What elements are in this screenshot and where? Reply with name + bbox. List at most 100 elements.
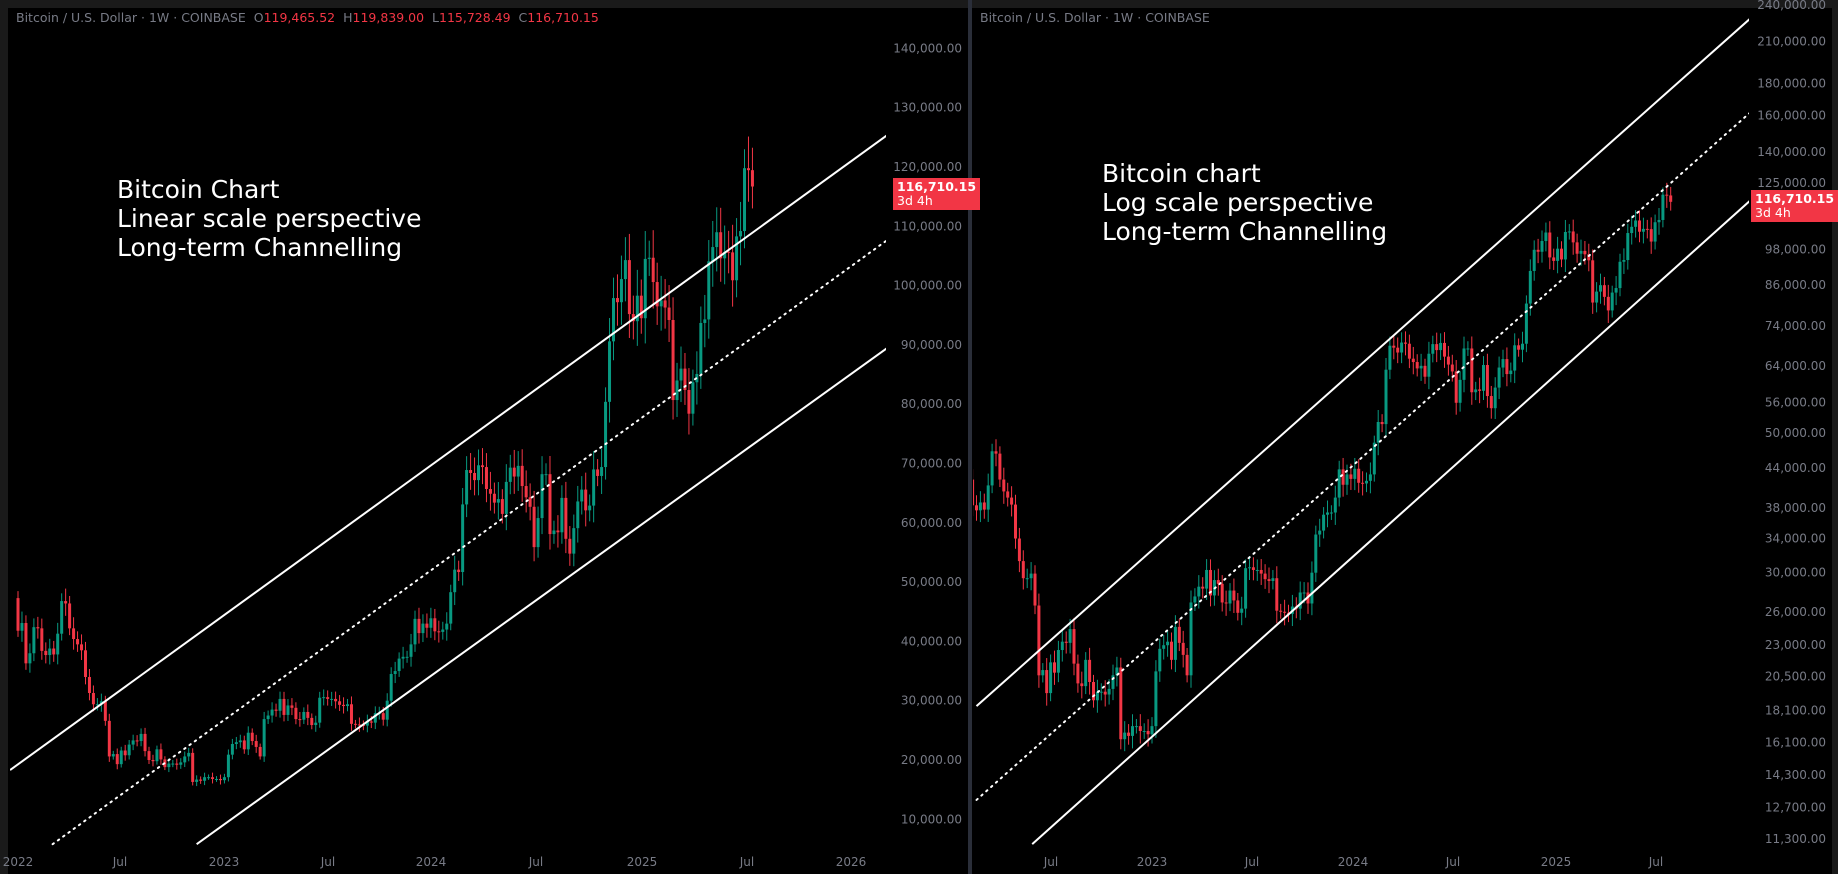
candle xyxy=(524,470,528,513)
candle-body xyxy=(604,401,608,468)
candle-body xyxy=(56,633,60,655)
candle xyxy=(461,487,465,586)
candle xyxy=(453,555,457,606)
left-annotation[interactable]: Bitcoin Chart Linear scale perspective L… xyxy=(117,175,421,262)
candle xyxy=(1466,341,1470,356)
candle xyxy=(322,689,326,706)
x-tick-label: 2025 xyxy=(1541,855,1572,869)
channel-boundary-line[interactable] xyxy=(975,6,1765,707)
candle-body xyxy=(330,698,334,700)
candle xyxy=(28,643,32,673)
candle-body xyxy=(1606,296,1610,311)
candle xyxy=(250,728,254,746)
candle-body xyxy=(1376,422,1380,443)
candle xyxy=(385,693,389,727)
candle-body xyxy=(1517,345,1521,350)
candle xyxy=(1329,505,1333,520)
candle xyxy=(139,728,143,747)
channel-midline[interactable] xyxy=(51,239,888,846)
x-tick-label: 2024 xyxy=(1338,855,1369,869)
candle-body xyxy=(449,592,453,624)
candle xyxy=(1232,578,1236,614)
candle-body xyxy=(1068,629,1072,643)
candle-body xyxy=(87,676,91,693)
candle-body xyxy=(147,751,151,760)
candle xyxy=(330,691,334,706)
candle xyxy=(1606,284,1610,323)
candle-body xyxy=(20,623,24,631)
candle xyxy=(687,368,691,435)
candle xyxy=(1563,219,1567,273)
candle-body xyxy=(1630,226,1634,234)
candle xyxy=(1634,210,1638,238)
pane-divider[interactable] xyxy=(968,0,972,874)
right-annotation[interactable]: Bitcoin chart Log scale perspective Long… xyxy=(1102,159,1387,246)
candle-body xyxy=(508,467,512,482)
candle xyxy=(1197,575,1201,609)
candle xyxy=(234,736,238,750)
candle xyxy=(1298,581,1302,621)
candle-body xyxy=(40,628,44,651)
candle-body xyxy=(711,247,715,262)
candle xyxy=(159,743,163,765)
y-tick-label: 16,100.00 xyxy=(1765,736,1826,750)
candle xyxy=(1119,657,1123,750)
candle-body xyxy=(258,746,262,757)
bar-countdown: 3d 4h xyxy=(1755,205,1791,220)
candle xyxy=(1076,654,1080,693)
candle xyxy=(1056,640,1060,683)
y-tick-label: 34,000.00 xyxy=(1765,532,1826,546)
candle-body xyxy=(576,501,580,529)
right-plot-area[interactable] xyxy=(948,6,1765,845)
candle-body xyxy=(1497,367,1501,388)
candle xyxy=(286,699,290,721)
candle xyxy=(631,295,635,340)
candle xyxy=(651,230,655,309)
candle-body xyxy=(719,232,723,259)
channel-midline[interactable] xyxy=(975,100,1765,801)
close-label: C xyxy=(518,10,528,25)
candle-body xyxy=(560,497,564,533)
candle-body xyxy=(1158,648,1162,672)
channel-boundary-line[interactable] xyxy=(1031,188,1764,845)
candle-body xyxy=(1649,229,1653,242)
candle xyxy=(242,735,246,754)
candle xyxy=(199,776,203,784)
candle xyxy=(282,691,286,722)
candle-body xyxy=(683,368,687,390)
candle-body xyxy=(647,257,651,259)
candle-body xyxy=(1080,683,1084,687)
right-chart-pane[interactable] xyxy=(972,8,1832,874)
candle xyxy=(218,774,222,785)
candle xyxy=(675,362,679,417)
candle-body xyxy=(175,763,179,765)
candle-body xyxy=(1400,342,1404,353)
candle xyxy=(1372,435,1376,482)
left-plot-area[interactable] xyxy=(10,134,888,846)
candle-body xyxy=(1583,250,1587,255)
candle-body xyxy=(16,598,20,631)
candle-body xyxy=(1224,602,1228,604)
channel-boundary-line[interactable] xyxy=(196,347,888,846)
x-tick-label: Jul xyxy=(1043,855,1058,869)
candle xyxy=(151,754,155,767)
candle-body xyxy=(1298,592,1302,609)
candle-body xyxy=(381,713,385,720)
candle-body xyxy=(1435,344,1439,351)
candle-body xyxy=(1462,348,1466,380)
candle-body xyxy=(1017,538,1021,562)
candle xyxy=(1216,568,1220,596)
candle-body xyxy=(524,486,528,498)
candle xyxy=(36,616,40,639)
candle-body xyxy=(48,648,52,656)
candle-body xyxy=(659,300,663,307)
candle-body xyxy=(211,777,215,779)
channel-boundary-line[interactable] xyxy=(10,134,887,771)
candle xyxy=(1579,239,1583,266)
candle xyxy=(560,485,564,544)
candle xyxy=(1661,187,1665,228)
candle-body xyxy=(707,261,711,320)
candle-body xyxy=(1267,579,1271,582)
y-tick-label: 160,000.00 xyxy=(1757,109,1826,123)
left-chart-pane[interactable] xyxy=(8,8,968,874)
